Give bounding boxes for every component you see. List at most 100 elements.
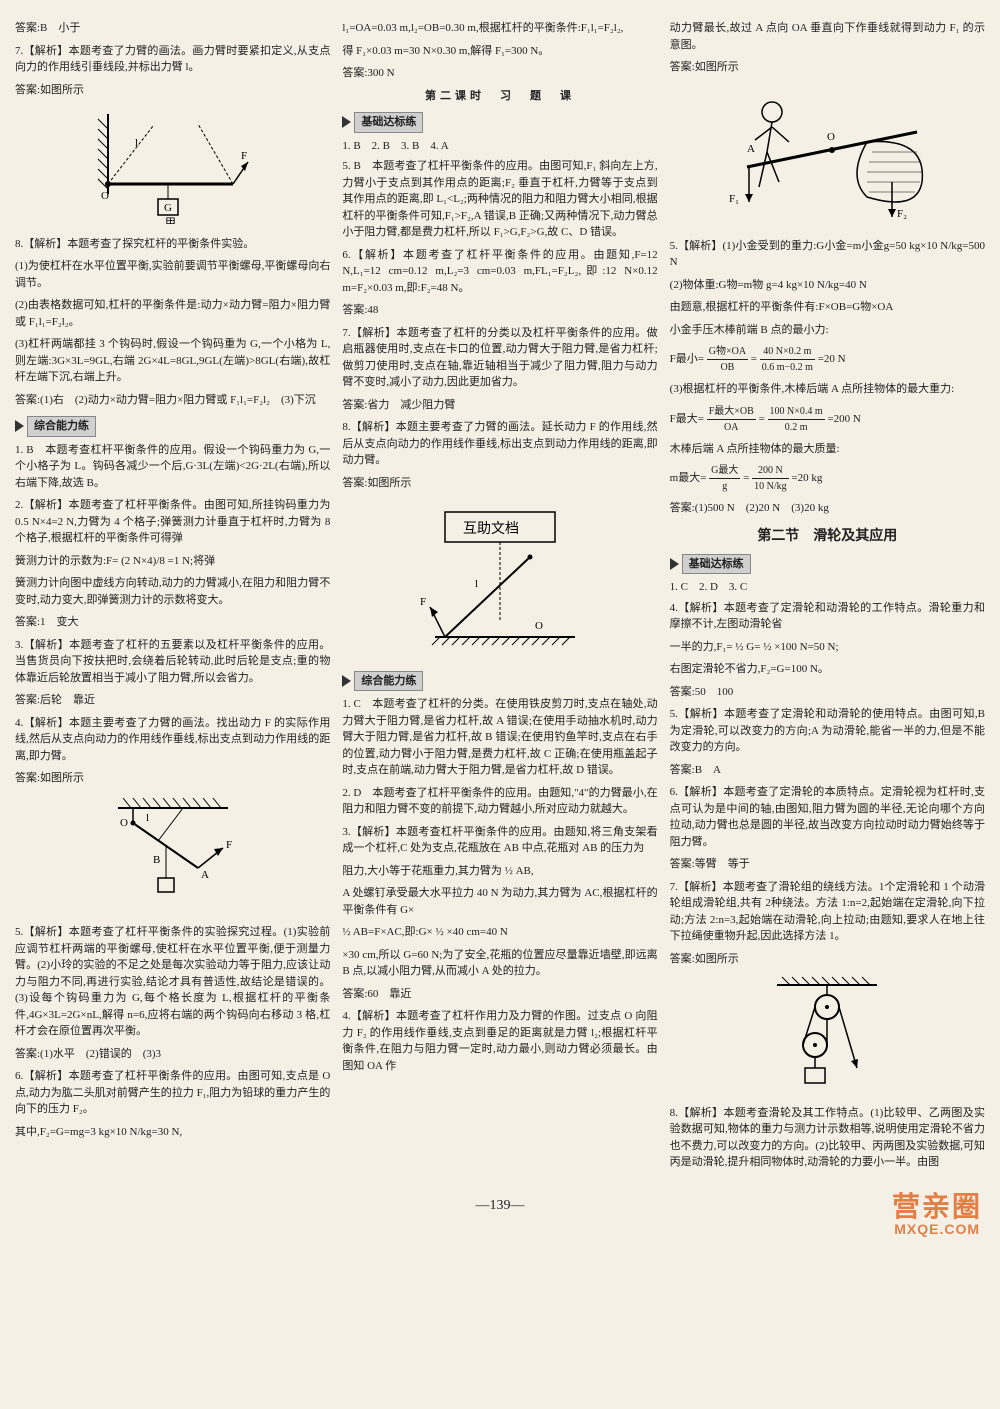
c2-top1: l₁=OA=0.03 m,l₂=OB=0.30 m,根据杠杆的平衡条件:F₁l₁…: [342, 20, 657, 37]
diagram-lever-3: 互助文档 l F O: [342, 497, 657, 663]
col1-q7-analysis: 7.【解析】本题考查了力臂的画法。画力臂时要紧扣定义,从支点向力的作用线引垂线段…: [15, 43, 330, 76]
svg-text:A: A: [201, 869, 209, 881]
c3-q5-formula2: F最大= F最大×OBOA = 100 N×0.4 m0.2 m =200 N: [670, 404, 985, 435]
svg-text:F: F: [420, 596, 426, 608]
svg-text:O: O: [120, 817, 128, 829]
diagram-pulley: [670, 973, 985, 1099]
watermark-sub: MXQE.COM: [894, 1219, 980, 1240]
svg-text:互助文档: 互助文档: [463, 521, 519, 537]
c3-q5-6: 木棒后端 A 点所挂物体的最大质量:: [670, 441, 985, 458]
c3-q5-3: 由题意,根据杠杆的平衡条件有:F×OB=G物×OA: [670, 299, 985, 316]
s2-q1: 1. C 本题考查了杠杆的分类。在使用铁皮剪刀时,支点在轴处,动力臂大于阻力臂,…: [342, 696, 657, 779]
section-title-3: 综合能力练: [354, 671, 423, 692]
section-header-1: 综合能力练: [15, 416, 330, 437]
c3-q5-formula1: F最小= G物×OAOB = 40 N×0.2 m0.6 m−0.2 m =20…: [670, 344, 985, 375]
s1-q5: 5.【解析】本题考查了杠杆平衡条件的实验探究过程。(1)实验前应调节杠杆两端的平…: [15, 924, 330, 1040]
c3-q6b-ans: 答案:等臂 等于: [670, 856, 985, 873]
c2-q5: 5. B 本题考查了杠杆平衡条件的应用。由图可知,F₁ 斜向左上方,力臂小于支点…: [342, 158, 657, 241]
section-header-4: 基础达标练: [670, 554, 985, 575]
column-3: 动力臂最长,故过 A 点向 OA 垂直向下作垂线就得到动力 F₁ 的示意图。 答…: [670, 20, 985, 1177]
c2-top-ans: 答案:300 N: [342, 65, 657, 82]
svg-text:F: F: [226, 839, 232, 851]
col1-q8-ans: 答案:(1)右 (2)动力×动力臂=阻力×阻力臂或 F₁l₁=F₂l₂ (3)下…: [15, 392, 330, 409]
s1-q6: 6.【解析】本题考查了杠杆平衡条件的应用。由图可知,支点是 O 点,动力为肱二头…: [15, 1068, 330, 1118]
s1-q3-ans: 答案:后轮 靠近: [15, 692, 330, 709]
s1-q2-tail: 簧测力计向图中虚线方向转动,动力的力臂减小,在阻力和阻力臂不变时,动力变大,即弹…: [15, 575, 330, 608]
c3-q5-4: 小金手压木棒前端 B 点的最小力:: [670, 322, 985, 339]
s2-q2: 2. D 本题考查了杠杆平衡条件的应用。由题知,"4"的力臂最小,在阻力和阻力臂…: [342, 785, 657, 818]
c2-q8-ans: 答案:如图所示: [342, 475, 657, 492]
column-1: 答案:B 小于 7.【解析】本题考查了力臂的画法。画力臂时要紧扣定义,从支点向力…: [15, 20, 330, 1177]
col1-q8-head: 8.【解析】本题考查了探究杠杆的平衡条件实验。: [15, 236, 330, 253]
section-header-2: 基础达标练: [342, 112, 657, 133]
svg-text:O: O: [101, 190, 109, 202]
c3-q4-ans: 答案:50 100: [670, 684, 985, 701]
svg-text:F: F: [241, 150, 247, 162]
f1-lhs: F最小=: [670, 353, 704, 365]
s1-q6-tail: 其中,F₂=G=mg=3 kg×10 N/kg=30 N,: [15, 1124, 330, 1141]
s1-q1: 1. B 本题考查杠杆平衡条件的应用。假设一个钩码重力为 G,一个小格子为 L。…: [15, 442, 330, 492]
section-header-3: 综合能力练: [342, 671, 657, 692]
arrow-icon: [342, 675, 351, 687]
c3-q6b: 6.【解析】本题考查了定滑轮的本质特点。定滑轮视为杠杆时,支点可认为是中间的轴,…: [670, 784, 985, 850]
c3-q5-head: 5.【解析】(1)小金受到的重力:G小金=m小金g=50 kg×10 N/kg=…: [670, 238, 985, 271]
c3-q5-ans: 答案:(1)500 N (2)20 N (3)20 kg: [670, 500, 985, 517]
s1-q4-ans: 答案:如图所示: [15, 770, 330, 787]
lesson-subtitle: 第二课时 习 题 课: [342, 88, 657, 105]
section-title-4: 基础达标练: [682, 554, 751, 575]
s1-q2-head: 2.【解析】本题考查了杠杆平衡条件。由图可知,所挂钩码重力为 0.5 N×4=2…: [15, 497, 330, 547]
c2-q6: 6.【解析】本题考查了杠杆平衡条件的应用。由题知,F=12 N,L₁=12 cm…: [342, 247, 657, 297]
col1-q7-answer: 答案:如图所示: [15, 82, 330, 99]
svg-text:l: l: [146, 812, 149, 824]
column-2: l₁=OA=0.03 m,l₂=OB=0.30 m,根据杠杆的平衡条件:F₁l₁…: [342, 20, 657, 1177]
s2-q3-tail: ×30 cm,所以 G=60 N;为了安全,花瓶的位置应尽量靠近墙壁,即远离 B…: [342, 947, 657, 980]
s1-q4: 4.【解析】本题主要考查了力臂的画法。找出动力 F 的实际作用线,然后从支点向动…: [15, 715, 330, 765]
c3-q4-mid: 一半的力,F₁= ½ G= ½ ×100 N=50 N;: [670, 639, 985, 656]
c3-q4-head: 4.【解析】本题考查了定滑轮和动滑轮的工作特点。滑轮重力和摩擦不计,左图动滑轮省: [670, 600, 985, 633]
col1-q8-a1: (1)为使杠杆在水平位置平衡,实验前要调节平衡螺母,平衡螺母向右调节。: [15, 258, 330, 291]
col1-q8-a2: (2)由表格数据可知,杠杆的平衡条件是:动力×动力臂=阻力×阻力臂或 F₁l₁=…: [15, 297, 330, 330]
svg-text:l: l: [475, 578, 478, 590]
s2-q3-mid3: ½ AB=F×AC,即:G× ½ ×40 cm=40 N: [342, 924, 657, 941]
c3-q8b: 8.【解析】本题考查滑轮及其工作特点。(1)比较甲、乙两图及实验数据可知,物体的…: [670, 1105, 985, 1171]
c3-q5b-ans: 答案:B A: [670, 762, 985, 779]
c3-q5b: 5.【解析】本题考查了定滑轮和动滑轮的使用特点。由图可知,B 为定滑轮,可以改变…: [670, 706, 985, 756]
diagram-lever-1: O F l G 甲: [15, 104, 330, 230]
s1-q5-ans: 答案:(1)水平 (2)错误的 (3)3: [15, 1046, 330, 1063]
svg-text:B: B: [153, 854, 160, 866]
c2-q7: 7.【解析】本题考查了杠杆的分类以及杠杆平衡条件的应用。做启瓶器使用时,支点在卡…: [342, 325, 657, 391]
svg-text:O: O: [827, 131, 835, 143]
svg-text:F₁: F₁: [729, 193, 739, 205]
col1-ans6: 答案:B 小于: [15, 20, 330, 37]
svg-text:甲: 甲: [165, 217, 176, 224]
c2-q8: 8.【解析】本题主要考查了力臂的画法。延长动力 F 的作用线,然后从支点向动力的…: [342, 419, 657, 469]
main-section-title: 第二节 滑轮及其应用: [670, 525, 985, 546]
s2-q3-ans: 答案:60 靠近: [342, 986, 657, 1003]
s2-q4: 4.【解析】本题考查了杠杆作用力及力臂的作图。过支点 O 向阻力 F₂ 的作用线…: [342, 1008, 657, 1074]
s1-q3: 3.【解析】本题考查了杠杆的五要素以及杠杆平衡条件的应用。当售货员向下按扶把时,…: [15, 637, 330, 687]
c3-q4-mid2: 右图定滑轮不省力,F₂=G=100 N。: [670, 661, 985, 678]
content-columns: 答案:B 小于 7.【解析】本题考查了力臂的画法。画力臂时要紧扣定义,从支点向力…: [15, 20, 985, 1177]
c2-answer-row: 1. B 2. B 3. B 4. A: [342, 138, 657, 155]
page-number: —139—: [15, 1195, 985, 1216]
c3-top: 动力臂最长,故过 A 点向 OA 垂直向下作垂线就得到动力 F₁ 的示意图。: [670, 20, 985, 53]
c3-q5-5: (3)根据杠杆的平衡条件,木棒后端 A 点所挂物体的最大重力:: [670, 381, 985, 398]
c2-q6-ans: 答案:48: [342, 302, 657, 319]
svg-text:G: G: [164, 202, 172, 214]
c3-q7b-ans: 答案:如图所示: [670, 951, 985, 968]
diagram-lever-2: O l F B A: [15, 793, 330, 919]
s2-q3-mid2: A 处螺钉承受最大水平拉力 40 N 为动力,其力臂为 AC,根据杠杆的平衡条件…: [342, 885, 657, 918]
svg-text:l: l: [135, 137, 138, 149]
s1-q2-ans: 答案:1 变大: [15, 614, 330, 631]
svg-text:O: O: [535, 620, 543, 632]
s1-q2-formula: 簧测力计的示数为:F= (2 N×4)/8 =1 N;将弹: [15, 553, 330, 570]
s2-q3-head: 3.【解析】本题考查杠杆平衡条件的应用。由题知,将三角支架看成一个杠杆,C 处为…: [342, 824, 657, 857]
arrow-icon: [342, 116, 351, 128]
c3-q7b: 7.【解析】本题考查了滑轮组的绕线方法。1个定滑轮和 1 个动滑轮组成滑轮组,共…: [670, 879, 985, 945]
svg-text:A: A: [747, 143, 755, 155]
c2-q7-ans: 答案:省力 减少阻力臂: [342, 397, 657, 414]
c3-top-ans: 答案:如图所示: [670, 59, 985, 76]
section-title-2: 基础达标练: [354, 112, 423, 133]
s2-q3-mid: 阻力,大小等于花瓶重力,其力臂为 ½ AB,: [342, 863, 657, 880]
arrow-icon: [670, 558, 679, 570]
